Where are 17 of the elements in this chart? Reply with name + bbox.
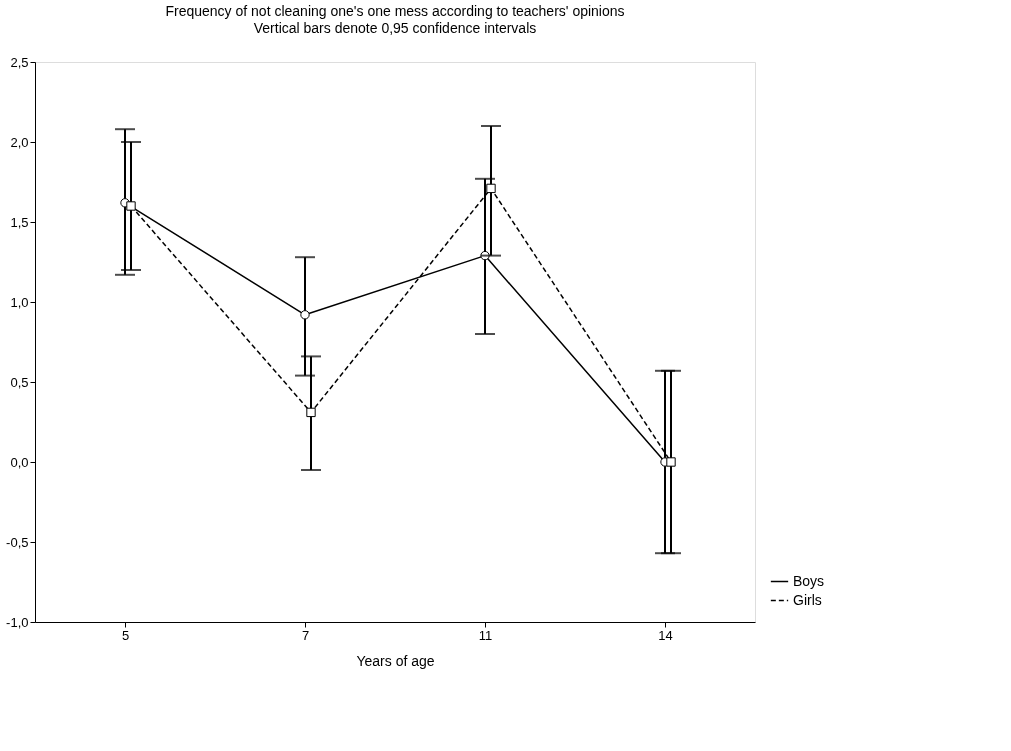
x-tick-label: 14 — [658, 627, 673, 643]
legend-label: Boys — [793, 572, 825, 589]
x-axis-title: Years of age — [356, 652, 435, 669]
y-tick-label: 0,5 — [10, 374, 29, 390]
x-tick-label: 7 — [301, 627, 310, 643]
y-tick-label: 2,5 — [10, 54, 29, 70]
x-tick-label: 5 — [121, 627, 130, 643]
chart-subtitle: Vertical bars denote 0,95 confidence intervals — [253, 20, 537, 36]
y-tick-label: 1,0 — [10, 294, 29, 310]
y-tick-label: 2,0 — [10, 134, 29, 150]
y-tick-label: 1,5 — [10, 214, 29, 230]
y-tick-label: -0,5 — [6, 534, 29, 550]
y-tick-label: 0,0 — [10, 454, 29, 470]
legend-label: Girls — [793, 591, 822, 608]
chart-title: Frequency of not cleaning one's one mess according to teachers' opinions — [165, 3, 625, 19]
y-tick-label: -1,0 — [6, 614, 29, 630]
x-tick-label: 11 — [478, 627, 493, 643]
